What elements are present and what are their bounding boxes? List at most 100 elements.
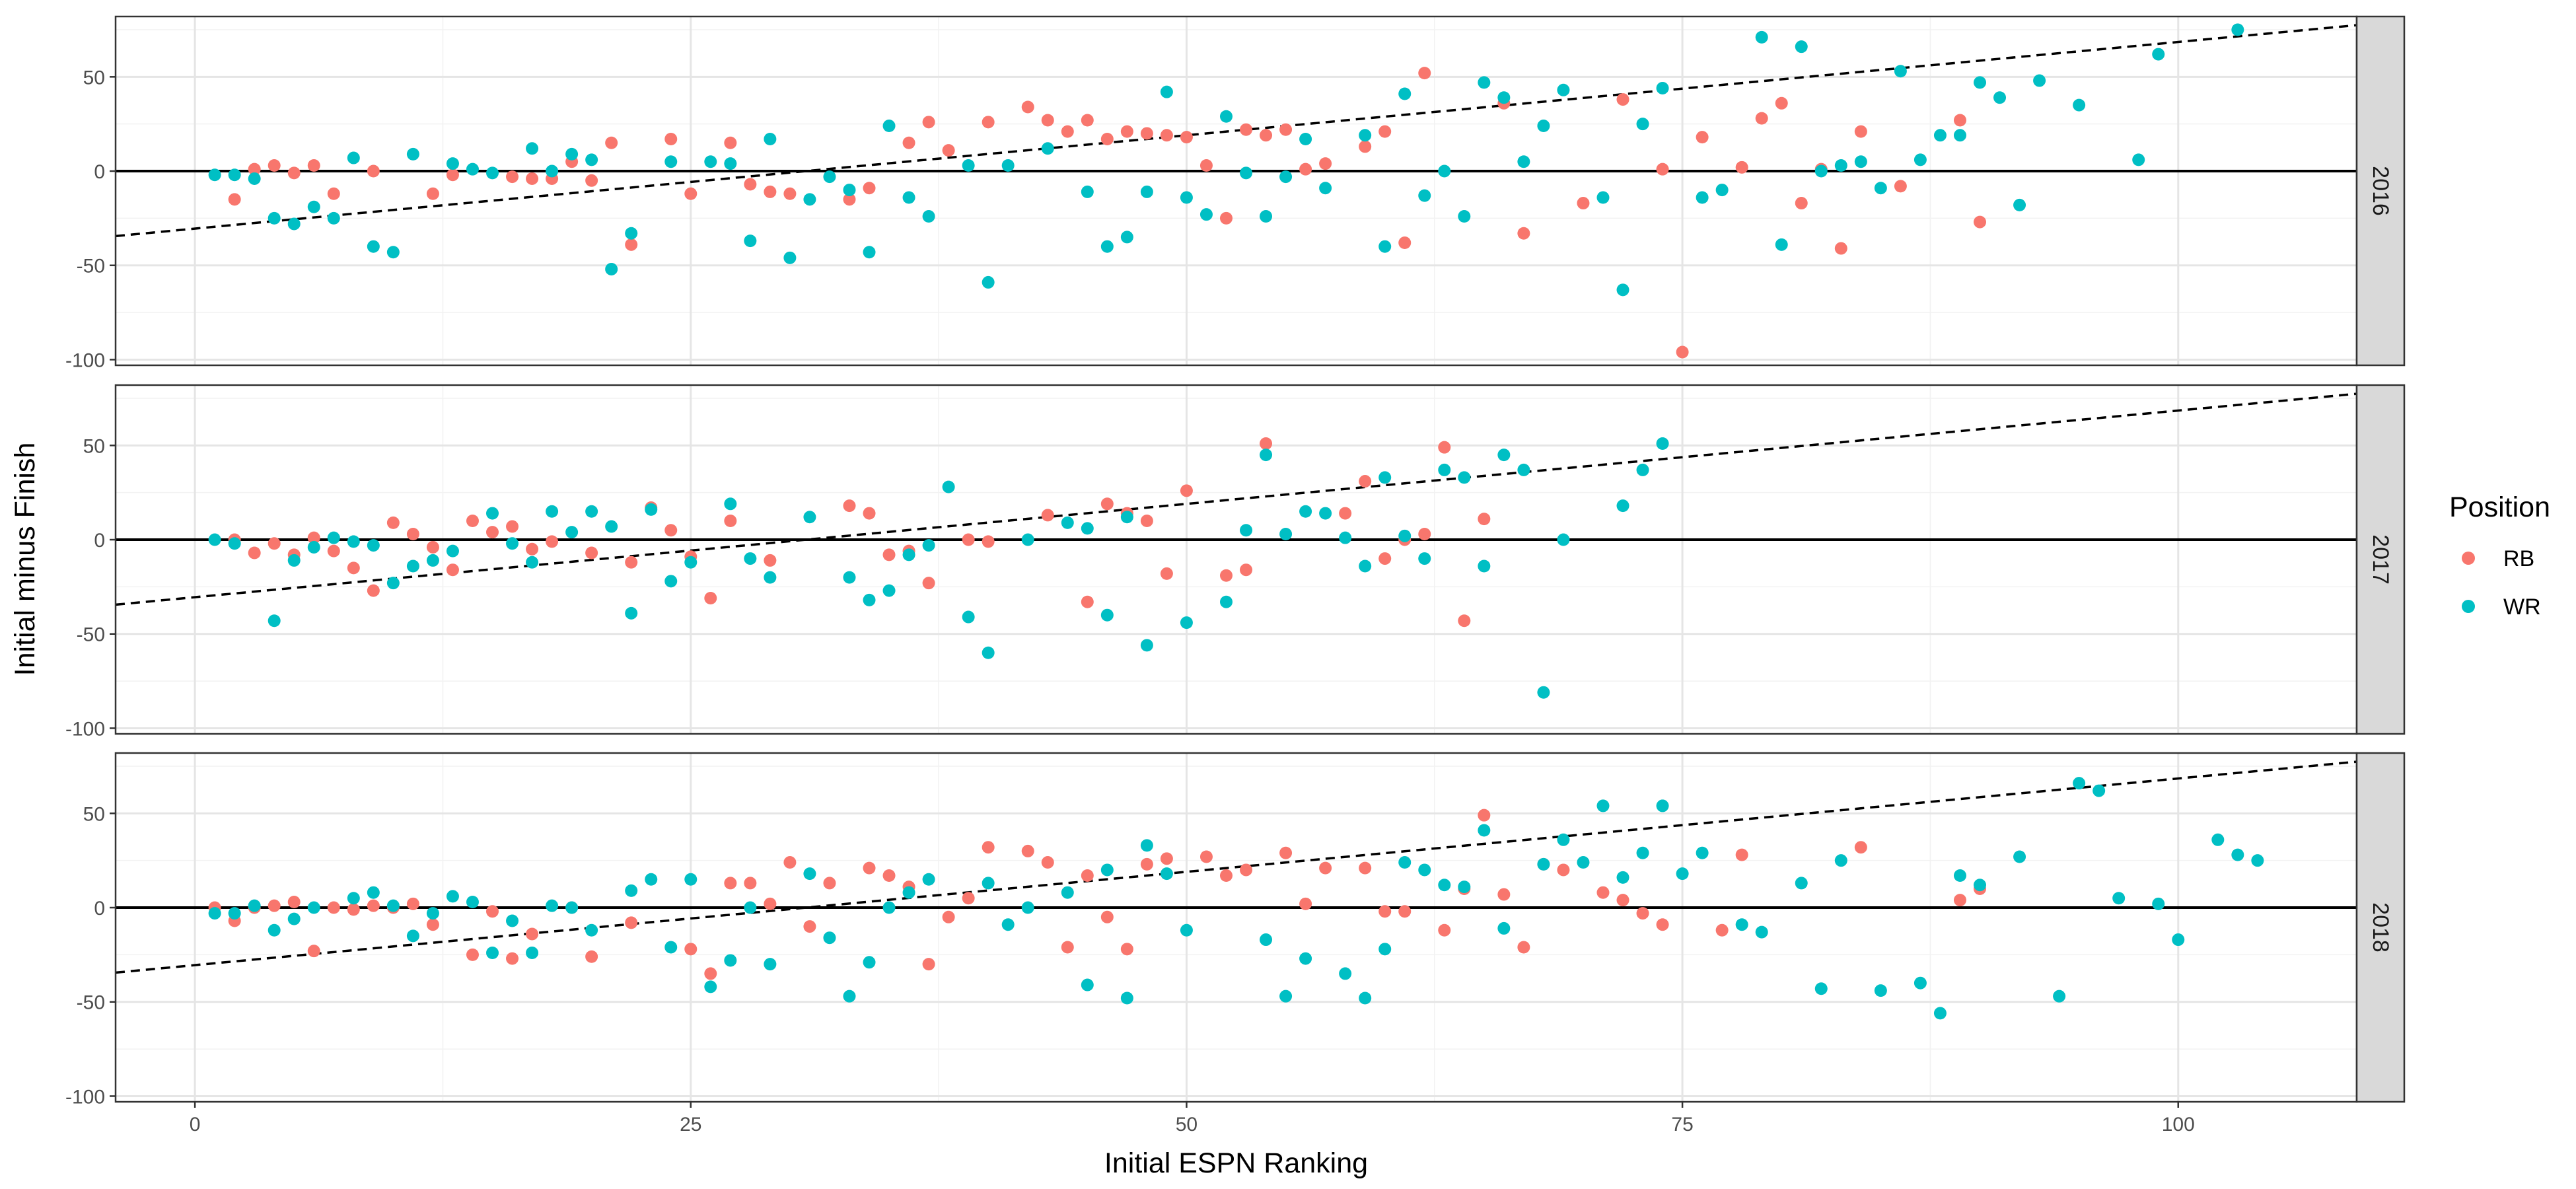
- data-point-wr: [803, 193, 816, 206]
- data-point-rb: [1081, 114, 1094, 127]
- data-point-rb: [248, 546, 261, 559]
- data-point-wr: [625, 227, 638, 240]
- data-point-rb: [1478, 513, 1491, 526]
- data-point-rb: [1636, 907, 1649, 920]
- data-point-wr: [327, 211, 340, 225]
- data-point-wr: [1240, 524, 1253, 537]
- data-point-wr: [1100, 240, 1114, 253]
- data-point-rb: [1240, 863, 1253, 877]
- data-point-wr: [446, 890, 459, 903]
- data-point-wr: [843, 990, 856, 1003]
- data-point-rb: [506, 170, 519, 184]
- data-point-wr: [922, 873, 935, 886]
- data-point-rb: [1140, 127, 1153, 140]
- data-point-wr: [1755, 30, 1768, 44]
- y-tick-label: 50: [83, 435, 105, 457]
- legend-key-wr: [2462, 600, 2475, 613]
- data-point-wr: [1656, 81, 1669, 94]
- data-point-rb: [764, 897, 777, 910]
- data-point-wr: [1636, 463, 1649, 476]
- data-point-wr: [268, 923, 281, 937]
- data-point-wr: [228, 168, 241, 182]
- y-tick-label: -100: [65, 349, 105, 371]
- data-point-rb: [426, 540, 439, 554]
- data-point-wr: [2033, 74, 2046, 87]
- data-point-wr: [1696, 846, 1709, 859]
- data-point-rb: [1199, 850, 1213, 863]
- data-point-rb: [347, 903, 360, 916]
- data-point-wr: [942, 480, 955, 493]
- data-point-wr: [1497, 449, 1511, 462]
- x-axis-title: Initial ESPN Ranking: [1104, 1147, 1368, 1179]
- data-point-wr: [1656, 437, 1669, 450]
- data-point-wr: [605, 262, 618, 275]
- data-point-wr: [1160, 85, 1173, 98]
- data-point-rb: [724, 514, 737, 527]
- data-point-rb: [922, 116, 935, 129]
- y-tick-label: -100: [65, 718, 105, 740]
- data-point-wr: [287, 217, 301, 231]
- data-point-rb: [1359, 475, 1372, 488]
- data-point-wr: [1081, 978, 1094, 991]
- trend-line: [116, 392, 2357, 606]
- data-point-rb: [1240, 563, 1253, 577]
- data-point-rb: [1140, 514, 1153, 527]
- data-point-wr: [406, 147, 419, 161]
- data-point-wr: [1933, 129, 1947, 142]
- data-point-wr: [962, 159, 975, 172]
- data-point-rb: [1715, 923, 1729, 937]
- data-point-rb: [1656, 918, 1669, 931]
- data-point-rb: [1953, 114, 1966, 127]
- data-point-rb: [1854, 841, 1867, 854]
- data-point-wr: [1517, 463, 1530, 476]
- data-point-wr: [1398, 87, 1412, 100]
- data-point-rb: [406, 897, 419, 910]
- data-point-wr: [1537, 686, 1550, 699]
- data-point-wr: [605, 520, 618, 533]
- panel-2016: -100 -50 0 50 2016: [65, 15, 2406, 371]
- data-point-rb: [1616, 93, 1629, 106]
- legend-key-rb: [2462, 552, 2475, 565]
- data-point-wr: [2152, 48, 2165, 61]
- y-tick-label: 0: [94, 530, 105, 552]
- panel-2018: -100 -50 0 50 2018: [65, 752, 2406, 1108]
- data-point-wr: [426, 554, 439, 567]
- data-point-rb: [744, 178, 757, 191]
- data-point-rb: [526, 927, 539, 941]
- data-point-wr: [2053, 990, 2066, 1003]
- data-point-wr: [446, 157, 459, 170]
- data-point-rb: [526, 172, 539, 185]
- data-point-rb: [724, 136, 737, 149]
- data-point-wr: [486, 166, 499, 180]
- data-point-rb: [1854, 125, 1867, 138]
- data-point-wr: [1359, 991, 1372, 1005]
- data-point-wr: [1874, 984, 1887, 997]
- data-point-rb: [307, 945, 320, 958]
- data-point-rb: [1219, 869, 1233, 883]
- data-point-rb: [1120, 943, 1133, 956]
- data-point-rb: [1458, 614, 1471, 628]
- data-point-wr: [1001, 159, 1015, 172]
- data-point-wr: [585, 153, 598, 166]
- data-point-rb: [1100, 133, 1114, 146]
- data-point-rb: [724, 877, 737, 890]
- data-point-rb: [1398, 236, 1412, 249]
- data-point-wr: [1577, 856, 1590, 869]
- data-point-wr: [1438, 463, 1451, 476]
- data-point-wr: [1260, 449, 1273, 462]
- data-point-wr: [1814, 982, 1828, 995]
- data-point-wr: [1834, 854, 1847, 867]
- data-point-rb: [307, 159, 320, 172]
- data-point-rb: [1339, 507, 1352, 520]
- data-point-wr: [506, 914, 519, 927]
- data-point-wr: [1279, 527, 1293, 540]
- data-point-wr: [327, 531, 340, 544]
- data-point-wr: [1616, 871, 1629, 884]
- data-point-wr: [1398, 856, 1412, 869]
- data-point-rb: [585, 174, 598, 187]
- data-point-wr: [1140, 639, 1153, 652]
- data-point-rb: [367, 164, 380, 178]
- data-point-wr: [1339, 531, 1352, 544]
- data-point-wr: [1418, 552, 1431, 565]
- data-point-rb: [307, 531, 320, 544]
